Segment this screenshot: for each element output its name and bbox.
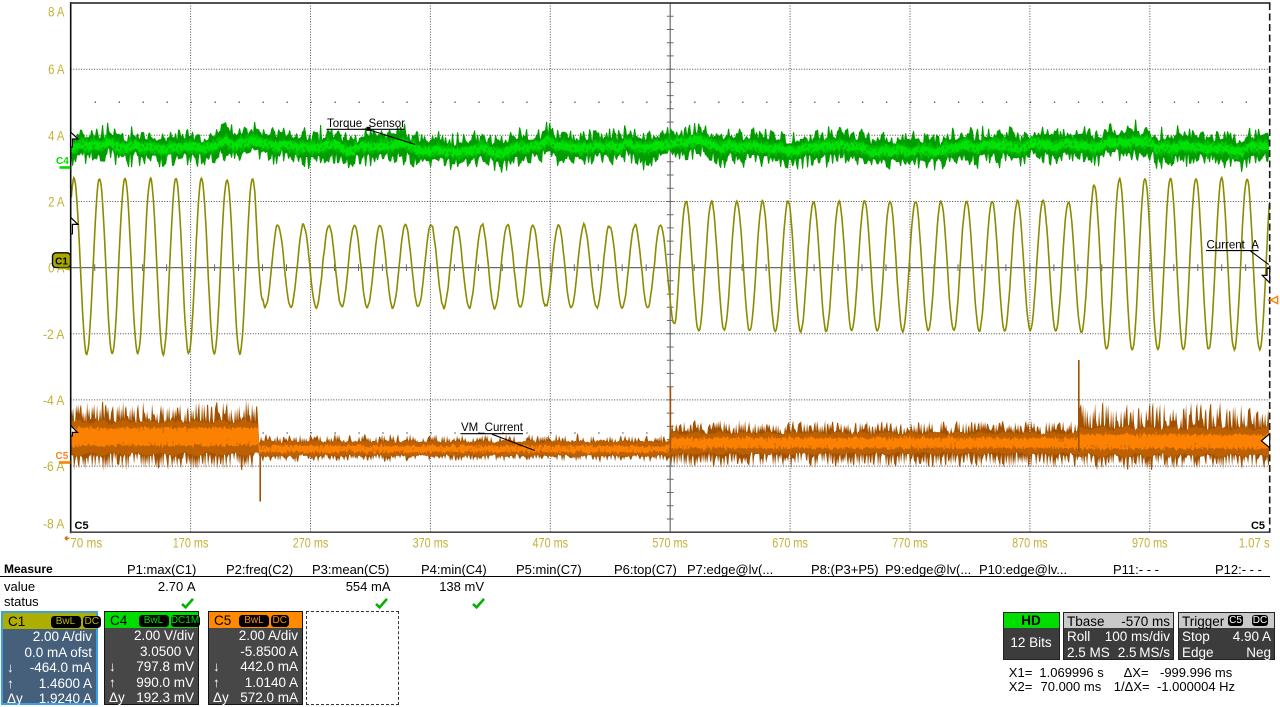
svg-text:C4: C4 [56,156,69,167]
svg-text:-8 A: -8 A [43,516,65,532]
svg-text:4 A: 4 A [48,127,65,143]
svg-text:8 A: 8 A [48,4,65,20]
svg-text:570 ms: 570 ms [652,535,688,551]
svg-text:6 A: 6 A [48,61,65,77]
svg-text:Torque_Sensor: Torque_Sensor [327,118,405,130]
svg-text:1.07 s: 1.07 s [1239,535,1270,551]
svg-text:C5: C5 [1251,520,1265,532]
svg-text:-2 A: -2 A [43,326,65,342]
svg-text:270 ms: 270 ms [293,535,329,551]
svg-text:C5: C5 [75,520,89,532]
svg-text:VM_Current: VM_Current [461,422,524,434]
svg-text:70 ms: 70 ms [70,535,102,551]
svg-text:370 ms: 370 ms [413,535,449,551]
svg-text:C5: C5 [56,451,69,462]
svg-text:470 ms: 470 ms [533,535,569,551]
svg-text:-4 A: -4 A [43,392,65,408]
svg-text:970 ms: 970 ms [1132,535,1168,551]
svg-text:670 ms: 670 ms [772,535,808,551]
svg-text:Current_A: Current_A [1207,239,1260,251]
svg-text:2 A: 2 A [48,194,65,210]
svg-text:170 ms: 170 ms [173,535,209,551]
svg-text:C1: C1 [55,256,68,267]
svg-text:770 ms: 770 ms [892,535,928,551]
svg-text:870 ms: 870 ms [1012,535,1048,551]
